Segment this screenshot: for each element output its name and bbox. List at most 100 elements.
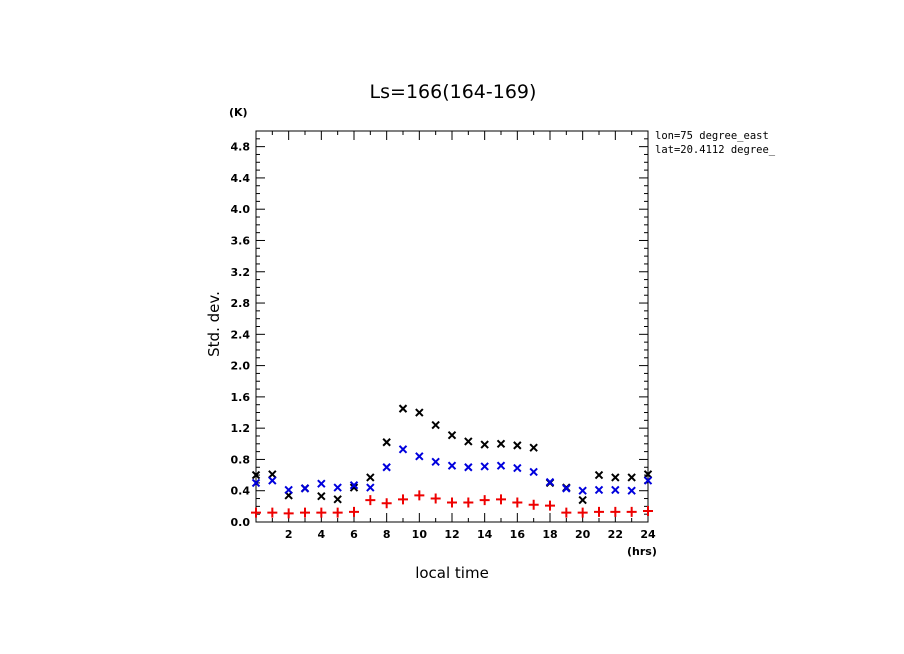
data-point-black: [594, 470, 604, 480]
y-tick-label: 0.8: [231, 453, 251, 466]
x-axis: 2 4 6 8 10 12 14 16 18 20 22 24: [255, 131, 656, 541]
data-point-black: [480, 440, 489, 449]
data-point-red: [594, 506, 604, 517]
data-point-red: [332, 507, 343, 518]
data-point-blue: [594, 485, 604, 495]
data-point-blue: [611, 485, 620, 495]
data-point-black: [382, 438, 391, 447]
data-point-red: [479, 495, 490, 506]
data-point-red: [349, 506, 359, 517]
data-point-red: [610, 506, 621, 517]
y-tick-label: 3.6: [231, 234, 251, 247]
data-point-blue: [398, 445, 408, 454]
data-point-blue: [268, 476, 277, 485]
x-tick-label: 10: [412, 528, 428, 541]
y-tick-label: 4.0: [231, 203, 251, 216]
data-point-black: [251, 470, 261, 480]
data-point-blue: [496, 461, 506, 470]
y-tick-label: 2.8: [231, 297, 251, 310]
data-point-red: [577, 507, 588, 518]
data-point-red: [496, 494, 506, 505]
x-tick-label: 24: [640, 528, 656, 541]
data-point-blue: [415, 452, 424, 461]
x-tick-label: 6: [350, 528, 358, 541]
x-tick-label: 4: [318, 528, 326, 541]
data-point-blue: [480, 462, 489, 471]
data-point-blue: [251, 478, 261, 488]
data-point-blue: [562, 484, 571, 493]
y-tick-label: 3.2: [231, 266, 251, 279]
data-point-blue: [317, 479, 326, 488]
data-point-black: [496, 439, 506, 449]
data-point-red: [365, 495, 376, 506]
data-point-blue: [464, 463, 473, 472]
y-axis: 0.0 0.4 0.8 1.2 1.6 2.0 2.4 2.8 3.2 3.6 4.0 4.4 4.8: [231, 130, 648, 529]
y-tick-label: 1.6: [231, 391, 251, 404]
annotation-lon: lon=75 degree_east: [655, 130, 769, 142]
y-tick-label: 2.0: [231, 360, 251, 373]
x-tick-label: 22: [608, 528, 623, 541]
x-tick-label: 20: [575, 528, 591, 541]
data-point-black: [627, 473, 636, 482]
data-point-black: [317, 491, 326, 501]
data-point-red: [447, 497, 457, 508]
data-point-blue: [284, 485, 293, 495]
y-tick-label: 1.2: [231, 422, 251, 435]
data-point-red: [545, 500, 555, 511]
data-point-black: [611, 473, 620, 482]
x-unit-label: (hrs): [627, 545, 657, 558]
x-tick-label: 16: [510, 528, 526, 541]
data-point-black: [578, 495, 587, 505]
y-unit-label: (K): [229, 106, 248, 119]
y-tick-label: 2.4: [231, 328, 251, 341]
x-tick-label: 12: [444, 528, 459, 541]
annotation-lat: lat=20.4112 degree_: [655, 144, 776, 156]
data-point-red: [381, 498, 392, 509]
data-point-blue: [643, 476, 653, 485]
data-point-black: [464, 437, 473, 446]
data-point-red: [398, 494, 408, 505]
data-point-red: [512, 497, 523, 508]
data-point-black: [529, 443, 538, 452]
y-tick-label: 4.8: [231, 141, 251, 154]
data-point-blue: [513, 463, 522, 473]
x-tick-label: 14: [477, 528, 493, 541]
plot-frame: [255, 130, 649, 523]
data-point-red: [267, 507, 278, 518]
data-point-blue: [627, 486, 636, 495]
data-point-red: [283, 508, 294, 519]
x-axis-label: local time: [415, 564, 489, 582]
data-point-blue: [349, 481, 359, 490]
data-point-black: [349, 483, 359, 492]
x-tick-label: 18: [542, 528, 557, 541]
data-point-black: [366, 473, 375, 482]
data-point-blue: [529, 467, 538, 477]
data-point-red: [251, 507, 261, 518]
data-point-blue: [366, 483, 375, 492]
data-point-red: [561, 507, 572, 518]
data-point-blue: [545, 477, 555, 487]
data-point-red: [414, 490, 425, 501]
data-point-black: [415, 408, 424, 417]
y-axis-label: Std. dev.: [205, 291, 223, 357]
data-point-blue: [578, 486, 587, 495]
data-point-black: [268, 470, 277, 479]
chart-title: Ls=166(164-169): [370, 81, 537, 103]
data-point-red: [643, 506, 653, 517]
data-point-black: [333, 495, 342, 504]
data-point-red: [300, 507, 310, 518]
data-point-black: [643, 470, 653, 479]
y-tick-label: 0.4: [231, 485, 251, 498]
x-tick-label: 2: [285, 528, 293, 541]
data-point-red: [316, 507, 327, 518]
y-tick-label: 0.0: [231, 516, 251, 529]
plot-border: [255, 130, 649, 523]
data-point-black: [447, 430, 457, 440]
data-point-black: [398, 404, 408, 413]
data-points: [251, 404, 653, 519]
data-point-blue: [333, 483, 342, 492]
data-point-blue: [447, 461, 457, 470]
data-point-black: [431, 420, 440, 430]
data-point-red: [463, 497, 474, 508]
